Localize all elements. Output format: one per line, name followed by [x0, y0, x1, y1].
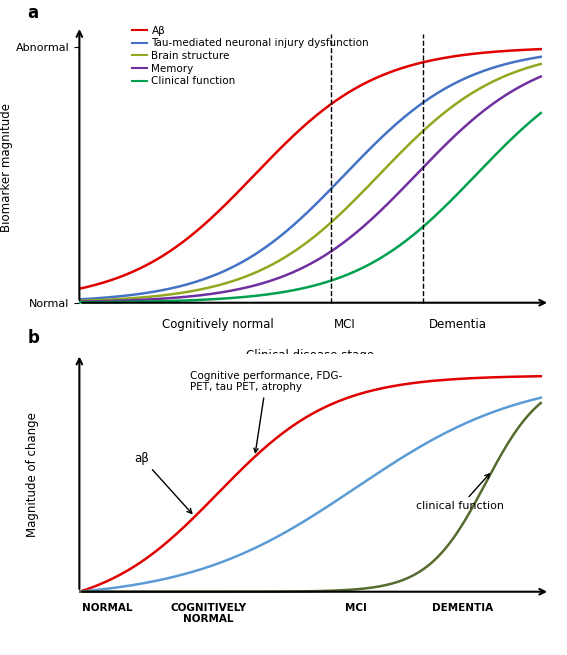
Text: NORMAL: NORMAL [82, 603, 132, 612]
Text: Cognitive performance, FDG-
PET, tau PET, atrophy: Cognitive performance, FDG- PET, tau PET… [190, 371, 342, 453]
Text: aβ: aβ [135, 452, 192, 514]
Text: DEMENTIA: DEMENTIA [431, 603, 493, 612]
Text: b: b [28, 329, 40, 347]
Y-axis label: Biomarker magnitude: Biomarker magnitude [0, 103, 13, 231]
Text: COGNITIVELY
NORMAL: COGNITIVELY NORMAL [171, 603, 247, 624]
Text: clinical function: clinical function [416, 474, 504, 512]
Text: Clinical disease stage: Clinical disease stage [246, 349, 374, 362]
Text: Cognitively normal: Cognitively normal [162, 318, 274, 331]
Legend: Aβ, Tau-mediated neuronal injury dysfunction, Brain structure, Memory, Clinical : Aβ, Tau-mediated neuronal injury dysfunc… [132, 26, 369, 86]
Text: Magnitude of change: Magnitude of change [26, 413, 39, 537]
Text: a: a [28, 4, 39, 22]
Text: MCI: MCI [345, 603, 367, 612]
Text: Dementia: Dementia [429, 318, 486, 331]
Text: MCI: MCI [334, 318, 356, 331]
